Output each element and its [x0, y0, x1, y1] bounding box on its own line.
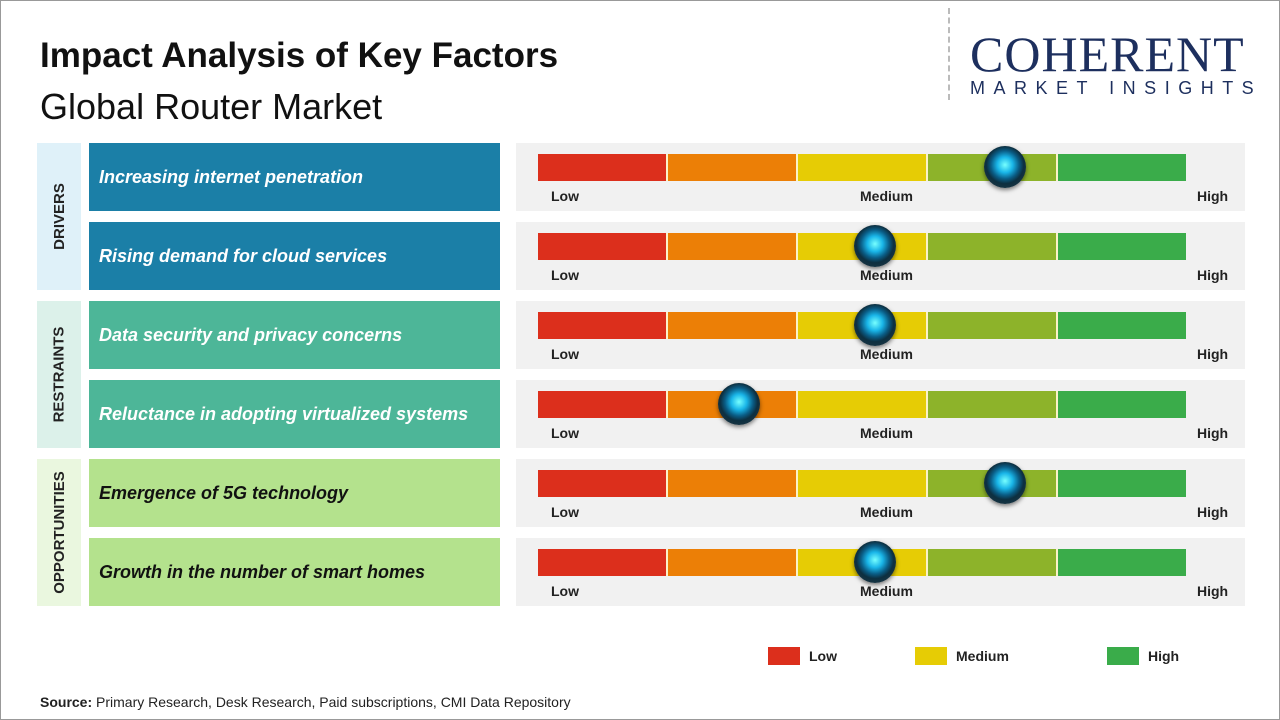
- high-label: High: [1197, 583, 1229, 599]
- medium-label: Medium: [860, 504, 913, 520]
- gauge-segment: [668, 312, 798, 339]
- gauge-segment: [538, 470, 668, 497]
- gauge-segment: [668, 233, 798, 260]
- gauge-segment: [538, 312, 668, 339]
- gauge-scale-bar: [538, 233, 1186, 260]
- impact-gauge: Low Medium High: [516, 538, 1245, 606]
- medium-label: Medium: [860, 188, 913, 204]
- gauge-segment: [798, 470, 928, 497]
- gauge-segment: [1058, 470, 1186, 497]
- gauge-segment: [1058, 549, 1186, 576]
- impact-gauge: Low Medium High: [516, 301, 1245, 369]
- gauge-segment: [538, 154, 668, 181]
- gauge-segment: [668, 549, 798, 576]
- high-label: High: [1197, 188, 1229, 204]
- divider: [948, 8, 950, 100]
- medium-label: Medium: [860, 583, 913, 599]
- impact-gauge: Low Medium High: [516, 222, 1245, 290]
- page-title: Impact Analysis of Key Factors: [40, 36, 559, 75]
- category-drivers: DRIVERS: [37, 143, 81, 290]
- high-label: High: [1197, 346, 1229, 362]
- page-subtitle: Global Router Market: [40, 86, 383, 127]
- high-label: High: [1197, 425, 1229, 441]
- medium-label: Medium: [860, 267, 913, 283]
- gauge-segment: [1058, 233, 1186, 260]
- gauge-segment: [668, 154, 798, 181]
- category-label: RESTRAINTS: [50, 326, 68, 423]
- high-label: High: [1197, 267, 1229, 283]
- impact-indicator-knob: [717, 383, 760, 425]
- gauge-segment: [538, 233, 668, 260]
- gauge-segment: [928, 391, 1058, 418]
- low-label: Low: [551, 583, 579, 599]
- medium-label: Medium: [860, 346, 913, 362]
- factor-label: Data security and privacy concerns: [89, 301, 500, 369]
- category-label: OPPORTUNITIES: [50, 471, 68, 594]
- source-note: Source: Primary Research, Desk Research,…: [40, 694, 571, 710]
- gauge-segment: [928, 549, 1058, 576]
- factor-label: Growth in the number of smart homes: [89, 538, 500, 606]
- impact-indicator-knob: [853, 541, 896, 583]
- gauge-segment: [928, 312, 1058, 339]
- gauge-segment: [798, 154, 928, 181]
- gauge-segment: [538, 549, 668, 576]
- legend-swatch: [915, 647, 947, 665]
- gauge-scale-bar: [538, 470, 1186, 497]
- impact-gauge: Low Medium High: [516, 459, 1245, 527]
- category-label: DRIVERS: [50, 183, 68, 250]
- high-label: High: [1197, 504, 1229, 520]
- legend-swatch: [1107, 647, 1139, 665]
- category-opportunities: OPPORTUNITIES: [37, 459, 81, 606]
- impact-gauge: Low Medium High: [516, 380, 1245, 448]
- impact-indicator-knob: [853, 304, 896, 346]
- factor-label: Rising demand for cloud services: [89, 222, 500, 290]
- factor-label: Increasing internet penetration: [89, 143, 500, 211]
- gauge-segment: [668, 470, 798, 497]
- gauge-scale-bar: [538, 154, 1186, 181]
- factor-label: Emergence of 5G technology: [89, 459, 500, 527]
- gauge-segment: [1058, 312, 1186, 339]
- low-label: Low: [551, 425, 579, 441]
- logo: COHERENT MARKET INSIGHTS: [970, 26, 1263, 98]
- gauge-segment: [798, 391, 928, 418]
- gauge-segment: [538, 391, 668, 418]
- low-label: Low: [551, 188, 579, 204]
- legend-item-medium: Medium: [915, 647, 1009, 665]
- impact-indicator-knob: [983, 462, 1026, 504]
- legend-item-high: High: [1107, 647, 1179, 665]
- gauge-segment: [1058, 154, 1186, 181]
- impact-indicator-knob: [853, 225, 896, 267]
- impact-gauge: Low Medium High: [516, 143, 1245, 211]
- medium-label: Medium: [860, 425, 913, 441]
- low-label: Low: [551, 346, 579, 362]
- low-label: Low: [551, 267, 579, 283]
- gauge-segment: [1058, 391, 1186, 418]
- legend-swatch: [768, 647, 800, 665]
- impact-indicator-knob: [983, 146, 1026, 188]
- factor-label: Reluctance in adopting virtualized syste…: [89, 380, 500, 448]
- low-label: Low: [551, 504, 579, 520]
- gauge-segment: [928, 233, 1058, 260]
- category-restraints: RESTRAINTS: [37, 301, 81, 448]
- legend-item-low: Low: [768, 647, 837, 665]
- gauge-scale-bar: [538, 391, 1186, 418]
